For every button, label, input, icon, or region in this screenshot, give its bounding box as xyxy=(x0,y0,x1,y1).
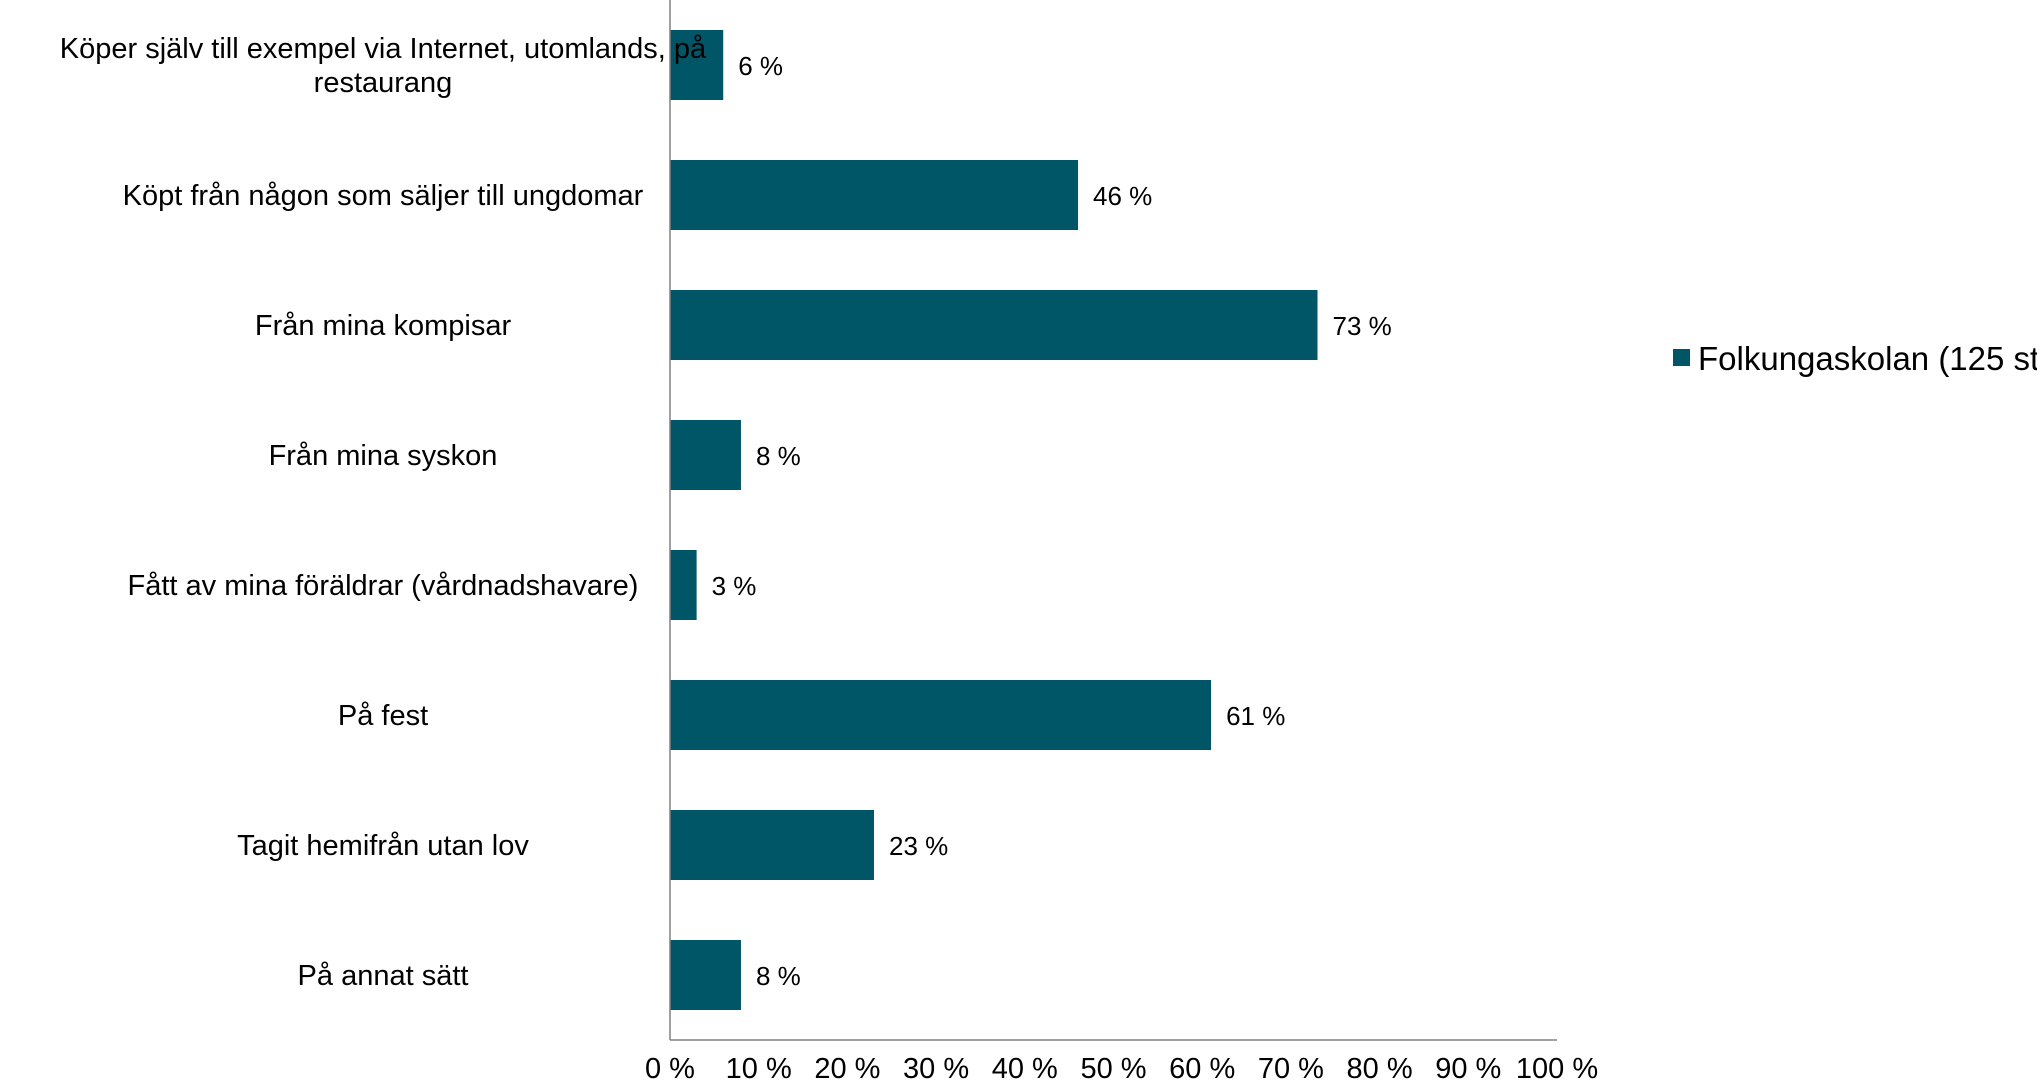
category-label: Fått av mina föräldrar (vårdnadshavare) xyxy=(128,570,639,602)
x-tick-label: 40 % xyxy=(992,1053,1058,1080)
x-tick-label: 20 % xyxy=(814,1053,880,1080)
data-label: 46 % xyxy=(1093,181,1152,211)
x-tick-label: 10 % xyxy=(726,1053,792,1080)
data-label: 23 % xyxy=(889,831,948,861)
bar xyxy=(670,680,1212,750)
bars-layer xyxy=(670,30,1318,1010)
x-tick-label: 60 % xyxy=(1169,1053,1235,1080)
data-label: 6 % xyxy=(738,51,783,81)
category-label: Från mina kompisar xyxy=(255,310,512,342)
bar xyxy=(670,160,1079,230)
x-tick-label: 90 % xyxy=(1435,1053,1501,1080)
x-tick-label: 30 % xyxy=(903,1053,969,1080)
bar xyxy=(670,290,1318,360)
axes-layer xyxy=(669,0,1557,1041)
x-tick-label: 50 % xyxy=(1080,1053,1146,1080)
data-label: 73 % xyxy=(1333,311,1392,341)
bar xyxy=(670,810,875,880)
x-tick-label: 80 % xyxy=(1347,1053,1413,1080)
bar xyxy=(670,550,697,620)
bar xyxy=(670,30,724,100)
x-tick-label: 0 % xyxy=(645,1053,695,1080)
category-label: På annat sätt xyxy=(298,960,469,992)
category-label: Från mina syskon xyxy=(269,440,498,472)
bar xyxy=(670,420,741,490)
legend-swatch xyxy=(1673,349,1690,366)
category-label: Köpt från någon som säljer till ungdomar xyxy=(123,180,644,212)
category-label: Köper själv till exempel via Internet, u… xyxy=(60,33,707,99)
data-label: 3 % xyxy=(712,571,757,601)
data-label: 61 % xyxy=(1226,701,1285,731)
legend: Folkungaskolan (125 st) xyxy=(1673,340,2037,377)
x-tick-label: 100 % xyxy=(1516,1053,1598,1080)
category-label: Tagit hemifrån utan lov xyxy=(237,830,529,862)
data-label: 8 % xyxy=(756,441,801,471)
category-labels-layer: Köper själv till exempel via Internet, u… xyxy=(60,33,707,992)
data-label: 8 % xyxy=(756,961,801,991)
legend-series-label: Folkungaskolan (125 st) xyxy=(1698,340,2037,377)
x-tick-labels-layer: 0 % 10 % 20 % 30 % 40 % 50 % 60 % 70 % 80 % 90 % 1… xyxy=(645,1053,1598,1080)
x-tick-label: 70 % xyxy=(1258,1053,1324,1080)
data-labels-layer: 6 % 46 % 73 % 8 % 3 % 61 % 23 % 8 % xyxy=(712,51,1392,991)
bar xyxy=(670,940,741,1010)
category-label: På fest xyxy=(338,700,428,732)
